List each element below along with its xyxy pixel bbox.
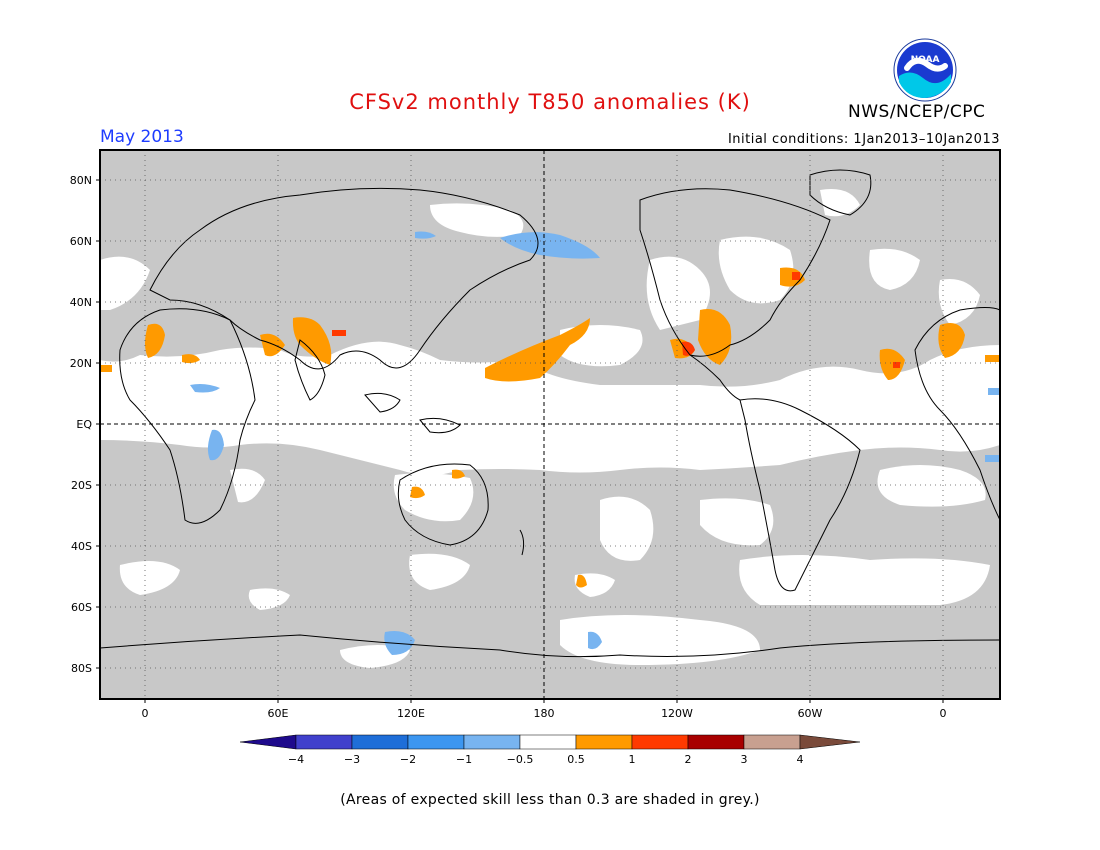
lat-label: 40S xyxy=(71,540,92,553)
logo-text: NOAA xyxy=(911,55,940,65)
lat-label: 20S xyxy=(71,479,92,492)
lon-label: 60W xyxy=(798,707,823,720)
agency-label: NWS/NCEP/CPC xyxy=(848,102,986,122)
colorbar-label: 0.5 xyxy=(567,753,585,766)
colorbar-cell xyxy=(575,734,633,750)
lon-label: 0 xyxy=(142,707,149,720)
colorbar-cell xyxy=(799,734,861,750)
lat-label: 60N xyxy=(70,235,92,248)
lon-label: 60E xyxy=(268,707,289,720)
lat-axis: 80N 60N 40N 20N EQ 20S 40S 60S 80S xyxy=(70,174,100,675)
colorbar-cell xyxy=(407,734,465,750)
colorbar-cell xyxy=(463,734,521,750)
grey-skill-mask xyxy=(100,150,1000,699)
lat-label: 20N xyxy=(70,357,92,370)
gridlines xyxy=(100,150,1000,699)
lon-label: 120E xyxy=(397,707,425,720)
lon-axis: 0 60E 120E 180 120W 60W 0 xyxy=(142,699,947,720)
colorbar-label: −3 xyxy=(344,753,360,766)
colorbar-label: 1 xyxy=(629,753,636,766)
lon-label: 0 xyxy=(940,707,947,720)
coastlines xyxy=(100,169,1000,658)
lon-label: 180 xyxy=(534,707,555,720)
lat-label: 80S xyxy=(71,662,92,675)
skill-footnote: (Areas of expected skill less than 0.3 a… xyxy=(340,792,760,808)
map-title: CFSv2 monthly T850 anomalies (K) xyxy=(349,90,751,114)
noaa-logo-icon: NOAA xyxy=(893,38,957,102)
lon-label: 120W xyxy=(661,707,693,720)
colorbar-cell xyxy=(687,734,745,750)
forecast-month: May 2013 xyxy=(100,127,184,147)
lat-label: 40N xyxy=(70,296,92,309)
lat-label: 80N xyxy=(70,174,92,187)
colorbar: −4 −3 −2 −1 −0.5 0.5 1 2 3 4 xyxy=(239,734,861,766)
colorbar-cell xyxy=(351,734,409,750)
colorbar-cell xyxy=(295,734,353,750)
colorbar-label: −0.5 xyxy=(507,753,534,766)
colorbar-label: −4 xyxy=(288,753,304,766)
initial-conditions: Initial conditions: 1Jan2013–10Jan2013 xyxy=(727,132,1000,147)
colorbar-label: 4 xyxy=(797,753,804,766)
colorbar-cell xyxy=(743,734,801,750)
colorbar-label: −2 xyxy=(400,753,416,766)
colorbar-label: 2 xyxy=(685,753,692,766)
lat-label: EQ xyxy=(76,418,92,431)
colorbar-label: −1 xyxy=(456,753,472,766)
colorbar-cell xyxy=(519,734,577,750)
lat-label: 60S xyxy=(71,601,92,614)
colorbar-cell xyxy=(239,734,297,750)
colorbar-label: 3 xyxy=(741,753,748,766)
colorbar-cell xyxy=(631,734,689,750)
